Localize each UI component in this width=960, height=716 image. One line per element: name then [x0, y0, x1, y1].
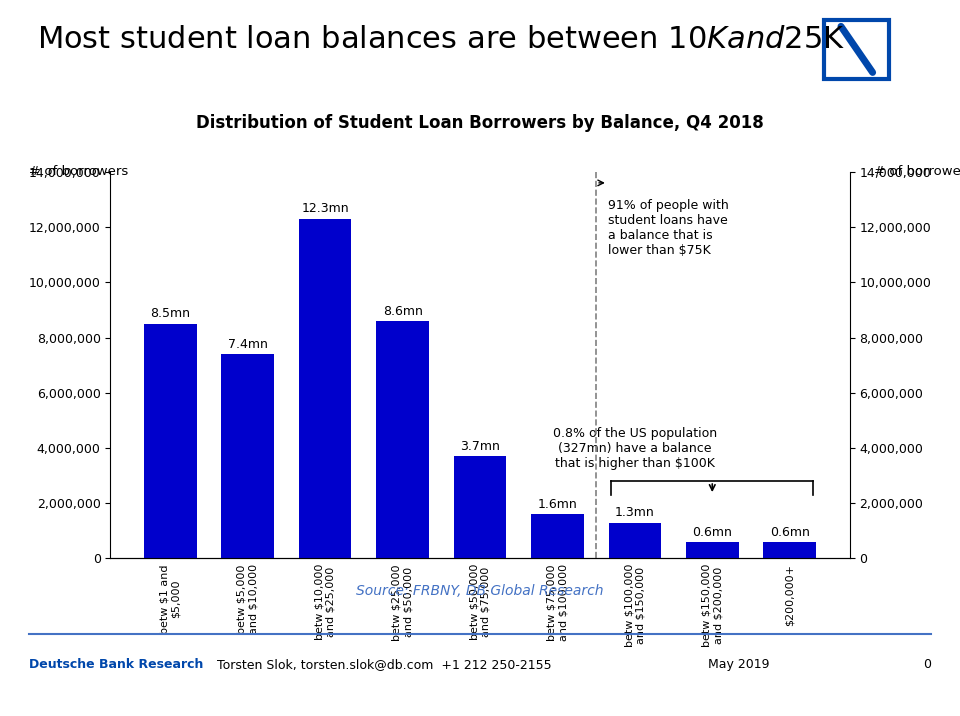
Text: 1.3mn: 1.3mn	[615, 506, 655, 519]
FancyBboxPatch shape	[825, 20, 889, 79]
Text: Source: FRBNY, DB Global Research: Source: FRBNY, DB Global Research	[356, 584, 604, 598]
Bar	[222, 354, 274, 558]
Bar	[686, 542, 738, 558]
Text: Most student loan balances are between $10K and $25K: Most student loan balances are between $…	[37, 25, 846, 54]
Bar	[376, 321, 429, 558]
Text: 8.6mn: 8.6mn	[383, 305, 422, 318]
Bar	[531, 514, 584, 558]
Text: May 2019: May 2019	[708, 658, 770, 671]
Text: 0.6mn: 0.6mn	[692, 526, 732, 538]
Text: 91% of people with
student loans have
a balance that is
lower than $75K: 91% of people with student loans have a …	[608, 200, 729, 258]
Text: Distribution of Student Loan Borrowers by Balance, Q4 2018: Distribution of Student Loan Borrowers b…	[196, 115, 764, 132]
Text: 1.6mn: 1.6mn	[538, 498, 577, 511]
Bar	[609, 523, 661, 558]
Bar	[299, 219, 351, 558]
Text: 7.4mn: 7.4mn	[228, 338, 268, 351]
Bar	[454, 456, 506, 558]
Text: # of borrowers: # of borrowers	[874, 165, 960, 178]
Text: 0.6mn: 0.6mn	[770, 526, 809, 538]
Text: Deutsche Bank Research: Deutsche Bank Research	[29, 658, 204, 671]
Bar	[144, 324, 197, 558]
Text: # of borrowers: # of borrowers	[29, 165, 128, 178]
Text: Torsten Slok, torsten.slok@db.com  +1 212 250-2155: Torsten Slok, torsten.slok@db.com +1 212…	[217, 658, 551, 671]
Text: 0: 0	[924, 658, 931, 671]
Text: 0.8% of the US population
(327mn) have a balance
that is higher than $100K: 0.8% of the US population (327mn) have a…	[553, 427, 717, 470]
Text: 3.7mn: 3.7mn	[460, 440, 500, 453]
Bar	[763, 542, 816, 558]
Text: 8.5mn: 8.5mn	[151, 307, 190, 321]
Text: 12.3mn: 12.3mn	[301, 203, 349, 216]
